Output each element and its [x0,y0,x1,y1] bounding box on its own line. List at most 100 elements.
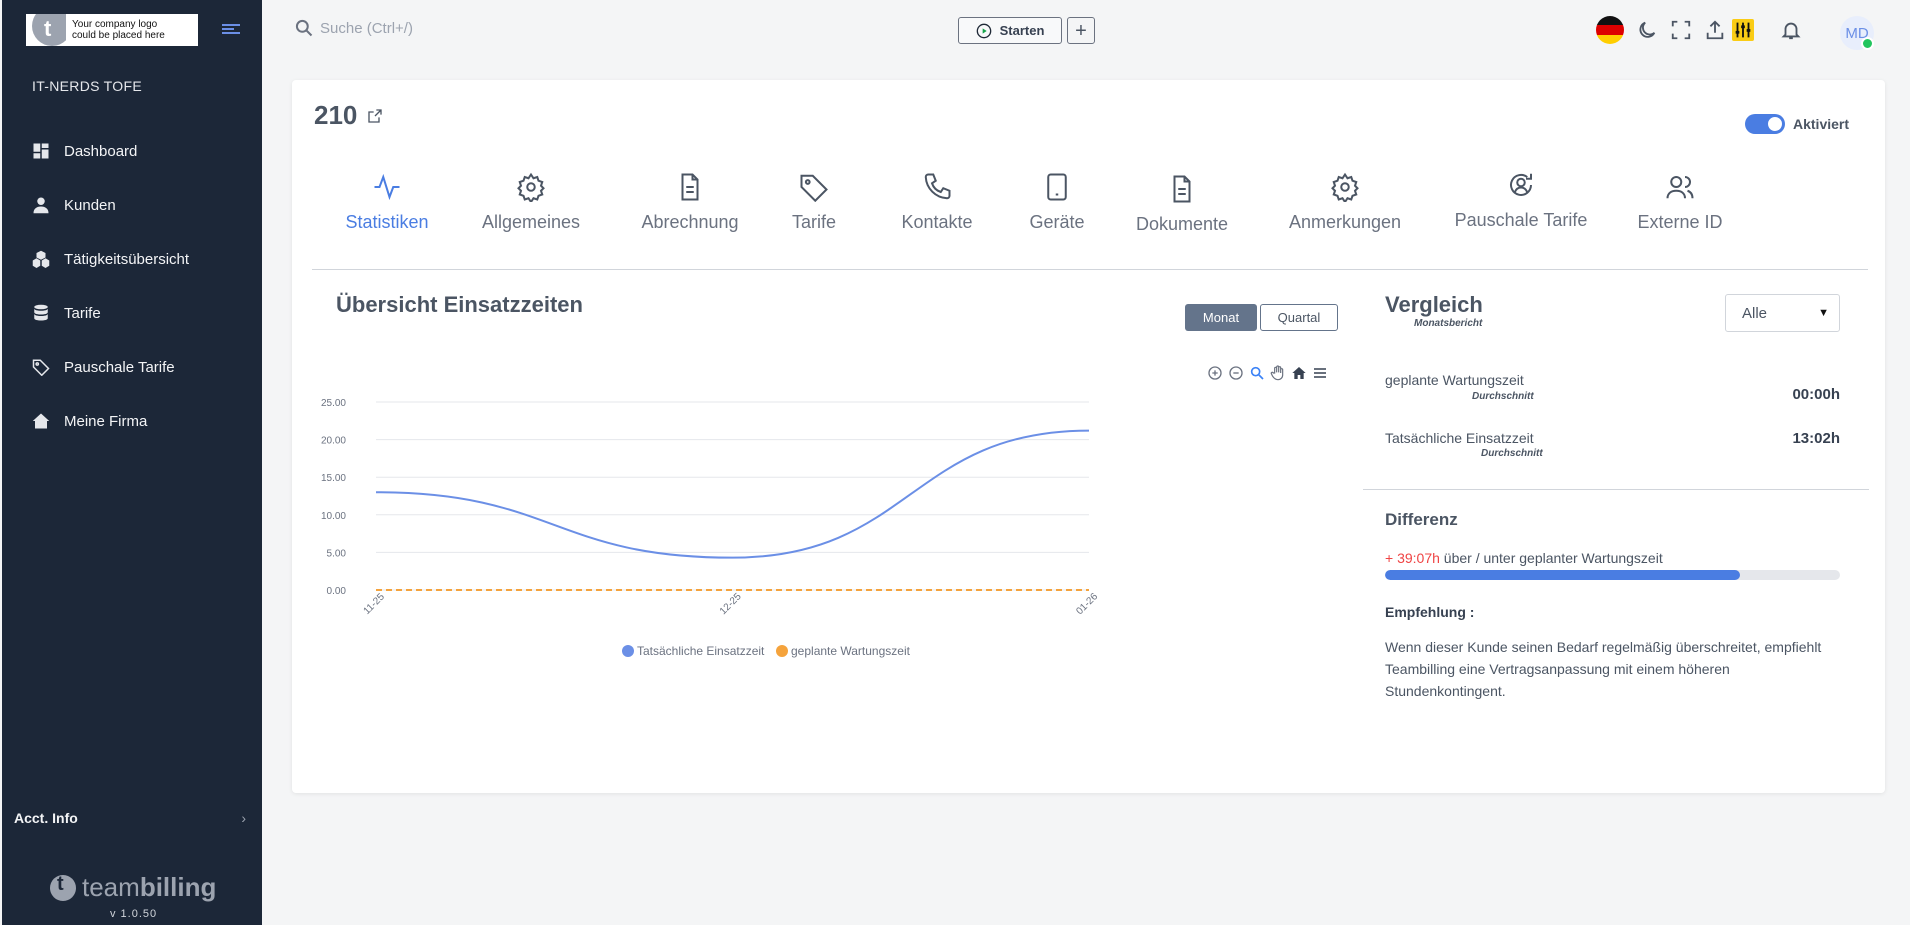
gear-icon [517,172,545,202]
sidebar: t Your company logo could be placed here… [2,0,262,925]
search-bar[interactable]: Suche (Ctrl+/) [294,18,413,38]
tab-pauschale-tarife[interactable]: Pauschale Tarife [1451,170,1591,231]
difference-text: + 39:07h über / unter geplanter Wartungs… [1385,550,1663,566]
y-tick-label: 0.00 [327,586,347,597]
page-title: 210 [314,100,358,130]
difference-progress-fill [1385,570,1740,580]
zoom-in-icon[interactable] [1207,365,1223,381]
menu-collapse-icon[interactable] [222,22,240,38]
external-link-icon[interactable] [367,108,383,124]
legend-marker [622,645,634,657]
tag-icon [800,174,828,202]
upload-icon[interactable] [1704,19,1726,41]
zoom-out-icon[interactable] [1228,365,1244,381]
add-button[interactable]: + [1067,17,1095,44]
sidebar-item-label: Tätigkeitsübersicht [64,250,190,268]
legend-label: Tatsächliche Einsatzzeit [637,644,765,658]
file-text-icon [681,173,699,201]
tab-statistiken[interactable]: Statistiken [334,172,440,233]
panel-divider [1363,489,1869,490]
brand-mark-icon [50,873,76,901]
sliders-icon[interactable] [1732,19,1754,41]
reset-zoom-home-icon[interactable] [1291,365,1307,381]
period-quarter-button[interactable]: Quartal [1260,304,1338,331]
tab-geraete[interactable]: Geräte [1022,172,1092,233]
search-icon [295,19,313,37]
difference-progress-bar [1385,570,1840,580]
tab-anmerkungen[interactable]: Anmerkungen [1282,172,1408,233]
legend-label: geplante Wartungszeit [791,644,911,658]
sidebar-nav: Dashboard Kunden Tätigkeitsübersicht Tar… [32,124,189,448]
actual-time-sub: Durchschnitt [1481,448,1543,459]
start-timer-button[interactable]: Starten [958,17,1062,44]
fullscreen-icon[interactable] [1670,19,1692,41]
sidebar-item-label: Tarife [64,304,101,322]
sidebar-item-kunden[interactable]: Kunden [32,178,189,232]
acct-info-label: Acct. Info [14,810,78,826]
difference-description: über / unter geplanter Wartungszeit [1443,550,1663,566]
company-logo[interactable]: t Your company logo could be placed here [26,14,198,46]
period-month-button[interactable]: Monat [1185,304,1257,331]
active-toggle[interactable]: Aktiviert [1745,114,1849,134]
tab-dokumente[interactable]: Dokumente [1130,174,1234,235]
recommendation-text: Wenn dieser Kunde seinen Bedarf regelmäß… [1385,639,1822,699]
chart-toolbar [1202,365,1328,381]
x-tick-label: 01-26 [1074,591,1100,617]
legend-marker [776,645,788,657]
users-icon [1666,176,1694,199]
play-circle-icon [976,23,991,38]
tab-kontakte[interactable]: Kontakte [892,172,982,233]
sidebar-item-dashboard[interactable]: Dashboard [32,124,189,178]
selection-zoom-icon[interactable] [1249,365,1265,381]
toggle-switch[interactable] [1745,114,1785,134]
tab-tarife[interactable]: Tarife [784,172,844,233]
search-input[interactable]: Suche (Ctrl+/) [320,19,413,37]
tag-icon [32,359,50,376]
page-title-wrap: 210 [314,100,383,131]
user-avatar[interactable]: MD [1840,16,1874,50]
cubes-icon [32,250,50,268]
version-label: v 1.0.50 [110,908,158,920]
database-icon [34,304,48,321]
acct-info-toggle[interactable]: Acct. Info › [14,810,246,826]
tab-abrechnung[interactable]: Abrechnung [634,172,746,233]
comparison-filter-select[interactable]: Alle ▼ [1725,294,1840,332]
tab-externe-id[interactable]: Externe ID [1632,172,1728,233]
sidebar-item-meine-firma[interactable]: Meine Firma [32,394,189,448]
tab-allgemeines[interactable]: Allgemeines [476,172,586,233]
pan-hand-icon[interactable] [1270,365,1286,381]
sidebar-item-label: Kunden [64,196,116,214]
logo-mark-icon: t [26,14,66,46]
topbar-icons [1596,16,1814,44]
chart-menu-icon[interactable] [1312,365,1328,381]
org-name: IT-NERDS TOFE [32,78,142,94]
chevron-right-icon: › [241,810,246,826]
y-tick-label: 20.00 [321,436,346,447]
phone-icon [924,173,951,200]
y-tick-label: 5.00 [327,548,347,559]
actual-time-value: 13:02h [1792,430,1840,447]
gear-icon [1331,172,1359,202]
document-icon [1173,175,1191,203]
brand-name-bold: billing [139,872,217,902]
sidebar-item-label: Dashboard [64,142,138,160]
recommendation-title: Empfehlung : [1385,604,1475,620]
bell-icon[interactable] [1780,19,1802,41]
sidebar-item-pauschale-tarife[interactable]: Pauschale Tarife [32,340,189,394]
series-line-tatsaechliche-einsatzzeit [375,429,1090,559]
activity-icon [374,173,400,201]
y-tick-label: 10.00 [321,511,346,522]
moon-icon[interactable] [1636,19,1658,41]
german-flag-icon[interactable] [1596,16,1624,44]
user-icon [33,197,49,214]
x-tick-label: 11-25 [362,591,388,617]
chart-title: Übersicht Einsatzzeiten [336,292,583,317]
planned-time-value: 00:00h [1792,386,1840,403]
sidebar-item-tarife[interactable]: Tarife [32,286,189,340]
difference-value: + 39:07h [1385,550,1440,566]
planned-time-sub: Durchschnitt [1472,391,1534,402]
comparison-title: Vergleich [1385,292,1483,317]
logo-text-line2: could be placed here [72,30,165,41]
sidebar-item-taetigkeitsuebersicht[interactable]: Tätigkeitsübersicht [32,232,189,286]
planned-time-label: geplante Wartungszeit [1385,372,1524,388]
